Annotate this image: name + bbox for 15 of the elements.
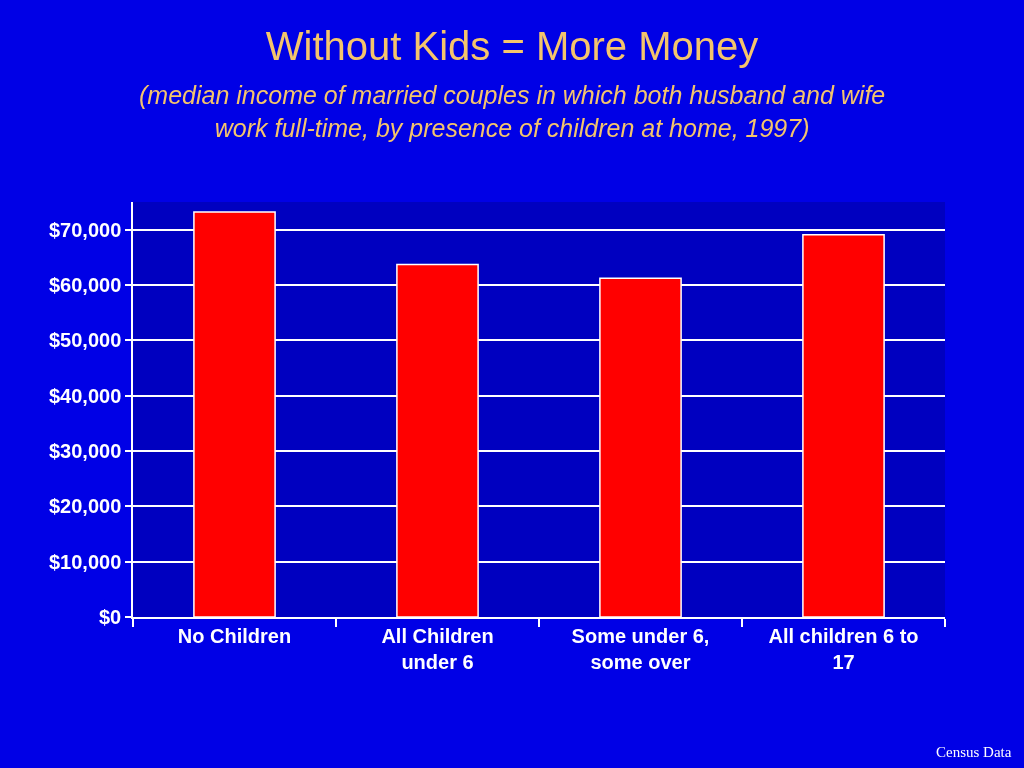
text: Census Data xyxy=(936,744,1012,760)
x-tick-label: Some under 6, some over xyxy=(571,624,710,673)
chart-subtitle: (median income of married couples in which both husband and wife work full-time, by presence of children at home, 1997) xyxy=(139,81,886,142)
y-tick-label: $40,000 xyxy=(48,384,122,407)
x-tick-label: All children 6 to 17 xyxy=(768,624,919,673)
x-tick-label: All Children under 6 xyxy=(381,624,494,673)
y-tick-label: $10,000 xyxy=(48,550,122,573)
y-tick-label: $70,000 xyxy=(48,218,122,241)
y-tick-label: $50,000 xyxy=(48,329,122,352)
y-tick-label: $20,000 xyxy=(48,495,122,518)
y-tick-label: $30,000 xyxy=(48,440,122,462)
y-tick-label: $0 xyxy=(99,606,122,628)
chart-title: Without Kids = More Money xyxy=(265,24,759,68)
x-tick-label: No Children xyxy=(177,624,292,647)
y-tick-label: $60,000 xyxy=(48,274,122,296)
